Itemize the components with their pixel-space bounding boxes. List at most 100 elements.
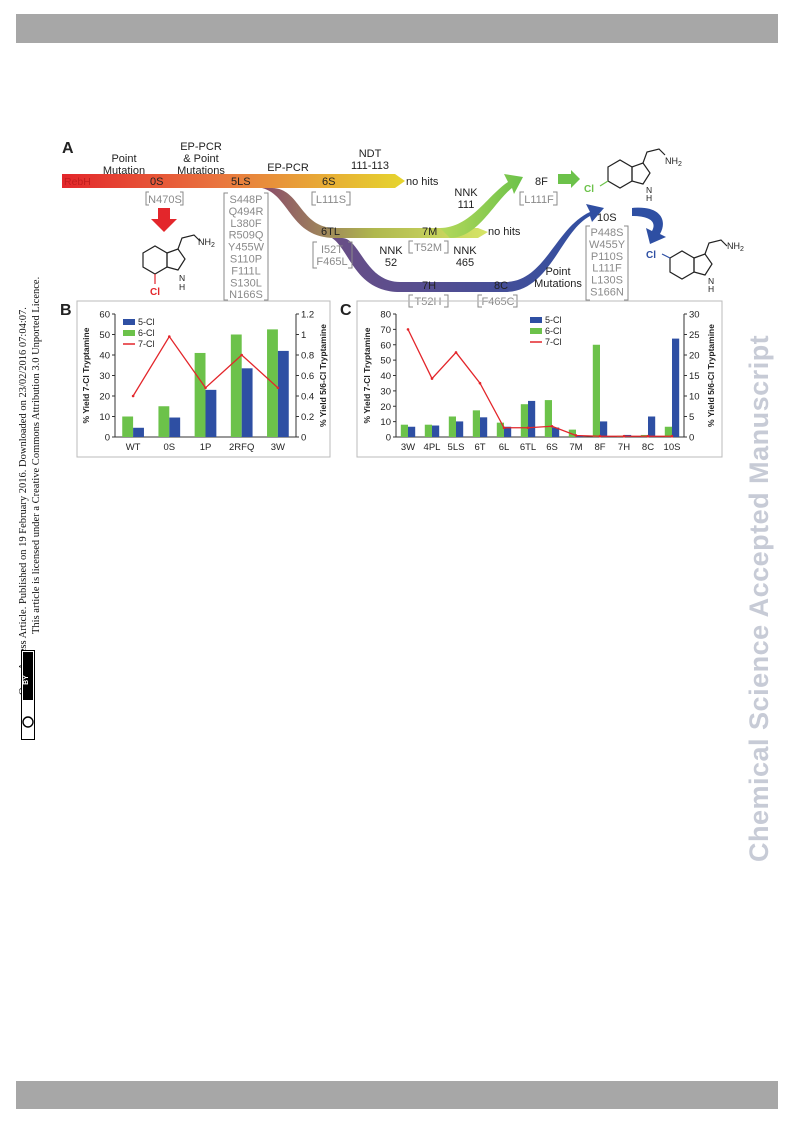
stage-eppcr: EP-PCR: [267, 162, 309, 174]
x-tick-label: 6S: [546, 442, 558, 453]
bar-5-cl: [576, 435, 584, 437]
bar-6-cl: [544, 400, 552, 437]
y-tick-label-right: 25: [689, 330, 700, 341]
variant-6tl: 6TL: [321, 226, 340, 238]
bar-6-cl: [448, 416, 456, 437]
y-tick-label-right: 1.2: [301, 310, 314, 321]
legend-label-5-cl: 5-Cl: [138, 317, 155, 327]
x-tick-label: 0S: [163, 442, 175, 453]
y-tick-label-right: 1: [301, 330, 306, 341]
6-cl-tryptamine-structure: [599, 148, 666, 189]
bar-6-cl: [194, 352, 206, 437]
x-tick-label: 2RFQ: [229, 442, 254, 453]
y-tick-label-left: 0: [105, 433, 110, 444]
stage-nnk52-2: 52: [385, 257, 397, 269]
variant-8c: 8C: [494, 280, 508, 292]
y-tick-label-right: 0: [301, 433, 306, 444]
y-tick-label-left: 50: [99, 330, 110, 341]
y-axis-label-right: % Yield 5/6-Cl Tryptamine: [318, 324, 328, 427]
variant-6s: 6S: [322, 176, 335, 188]
y-axis-label-right: % Yield 5/6-Cl Tryptamine: [706, 324, 716, 427]
y-tick-label-left: 40: [99, 351, 110, 362]
y-tick-label-right: 0.6: [301, 371, 314, 382]
y-tick-label-left: 10: [380, 417, 391, 428]
arrow-to-7cl: [151, 208, 177, 232]
mutation-10s: L111F: [592, 263, 622, 275]
arrow-to-5cl: [632, 207, 666, 244]
bar-6-cl: [122, 416, 134, 437]
point-7-cl: [406, 328, 410, 331]
bar-5-cl: [672, 338, 680, 437]
y-axis-label-left: % Yield 7-Cl Tryptamine: [362, 327, 372, 423]
bar-5-cl: [133, 427, 144, 437]
x-tick-label: 8F: [594, 442, 605, 453]
x-tick-label: 3W: [401, 442, 415, 453]
y-tick-label-left: 80: [380, 310, 391, 321]
variant-rebh: RebH: [64, 176, 91, 188]
mutation-5ls: N166S: [229, 289, 263, 301]
bar-6-cl: [592, 344, 600, 437]
point-7-cl: [502, 426, 506, 430]
svg-text:T52M: T52M: [414, 242, 442, 254]
point-7-cl: [430, 377, 434, 380]
mutation-10s: P448S: [590, 227, 623, 239]
bar-5-cl: [169, 417, 181, 437]
point-7-cl: [454, 351, 458, 354]
mutation-5ls: Q494R: [229, 206, 264, 218]
y-tick-label-right: 15: [689, 371, 700, 382]
6cl-nh: N: [646, 185, 652, 195]
variant-10s: 10S: [597, 212, 617, 224]
svg-text:I52T: I52T: [321, 244, 343, 256]
6cl-nh2: NH2: [665, 156, 682, 168]
y-tick-label-right: 10: [689, 392, 700, 403]
y-tick-label-right: 30: [689, 310, 700, 321]
5-cl-tryptamine-structure: [661, 239, 728, 280]
mutation-5ls: R509Q: [229, 230, 264, 242]
x-tick-label: 5LS: [448, 442, 465, 453]
y-tick-label-right: 0.4: [301, 392, 314, 403]
bar-5-cl: [241, 368, 253, 437]
svg-text:L111S: L111S: [316, 194, 346, 206]
5cl-chlorine: Cl: [646, 250, 656, 261]
point-7-cl: [598, 434, 602, 438]
point-7-cl: [168, 335, 171, 338]
legend-swatch-5-cl: [123, 319, 135, 325]
legend-label-5-cl: 5-Cl: [545, 315, 562, 325]
mutation-10s: P110S: [591, 251, 623, 263]
6cl-h: H: [646, 193, 652, 203]
6cl-chlorine: Cl: [584, 184, 594, 195]
mutation-6s: L111S: [311, 191, 351, 206]
mutation-5ls: L380F: [230, 218, 261, 230]
svg-text:N470S: N470S: [148, 194, 182, 206]
stage-nnk111-1: NNK: [454, 187, 478, 199]
bar-5-cl: [528, 400, 536, 437]
svg-text:F465C: F465C: [481, 296, 514, 308]
bar-5-cl: [600, 421, 608, 437]
page-footer-strip: [16, 1081, 778, 1109]
mutation-0s: N470S: [145, 191, 184, 206]
svg-text:T52H: T52H: [415, 296, 442, 308]
bar-5-cl: [432, 425, 440, 437]
variant-8f: 8F: [535, 176, 548, 188]
bar-6-cl: [424, 424, 432, 437]
legend-label-7-cl: 7-Cl: [138, 339, 155, 349]
bar-5-cl: [205, 389, 217, 437]
stage-eppcr-points-1: EP-PCR: [180, 141, 222, 153]
stage-point-mutations-2-1: Point: [545, 266, 570, 278]
mutation-5ls: S110P: [230, 254, 262, 266]
no-hits-7m: no hits: [488, 226, 521, 238]
cc-badge-text: BY: [23, 675, 30, 685]
y-tick-label-left: 30: [99, 371, 110, 382]
cc-icon: [22, 716, 34, 728]
bar-5-cl: [480, 417, 488, 437]
y-tick-label-right: 0: [689, 433, 694, 444]
y-tick-label-left: 30: [380, 386, 391, 397]
x-tick-label: 8C: [642, 442, 654, 453]
x-tick-label: 10S: [664, 442, 681, 453]
svg-text:F465L: F465L: [316, 256, 347, 268]
7-cl-tryptamine-structure: [142, 234, 201, 284]
y-tick-label-right: 0.2: [301, 412, 314, 423]
mutation-5ls: S448P: [229, 194, 262, 206]
